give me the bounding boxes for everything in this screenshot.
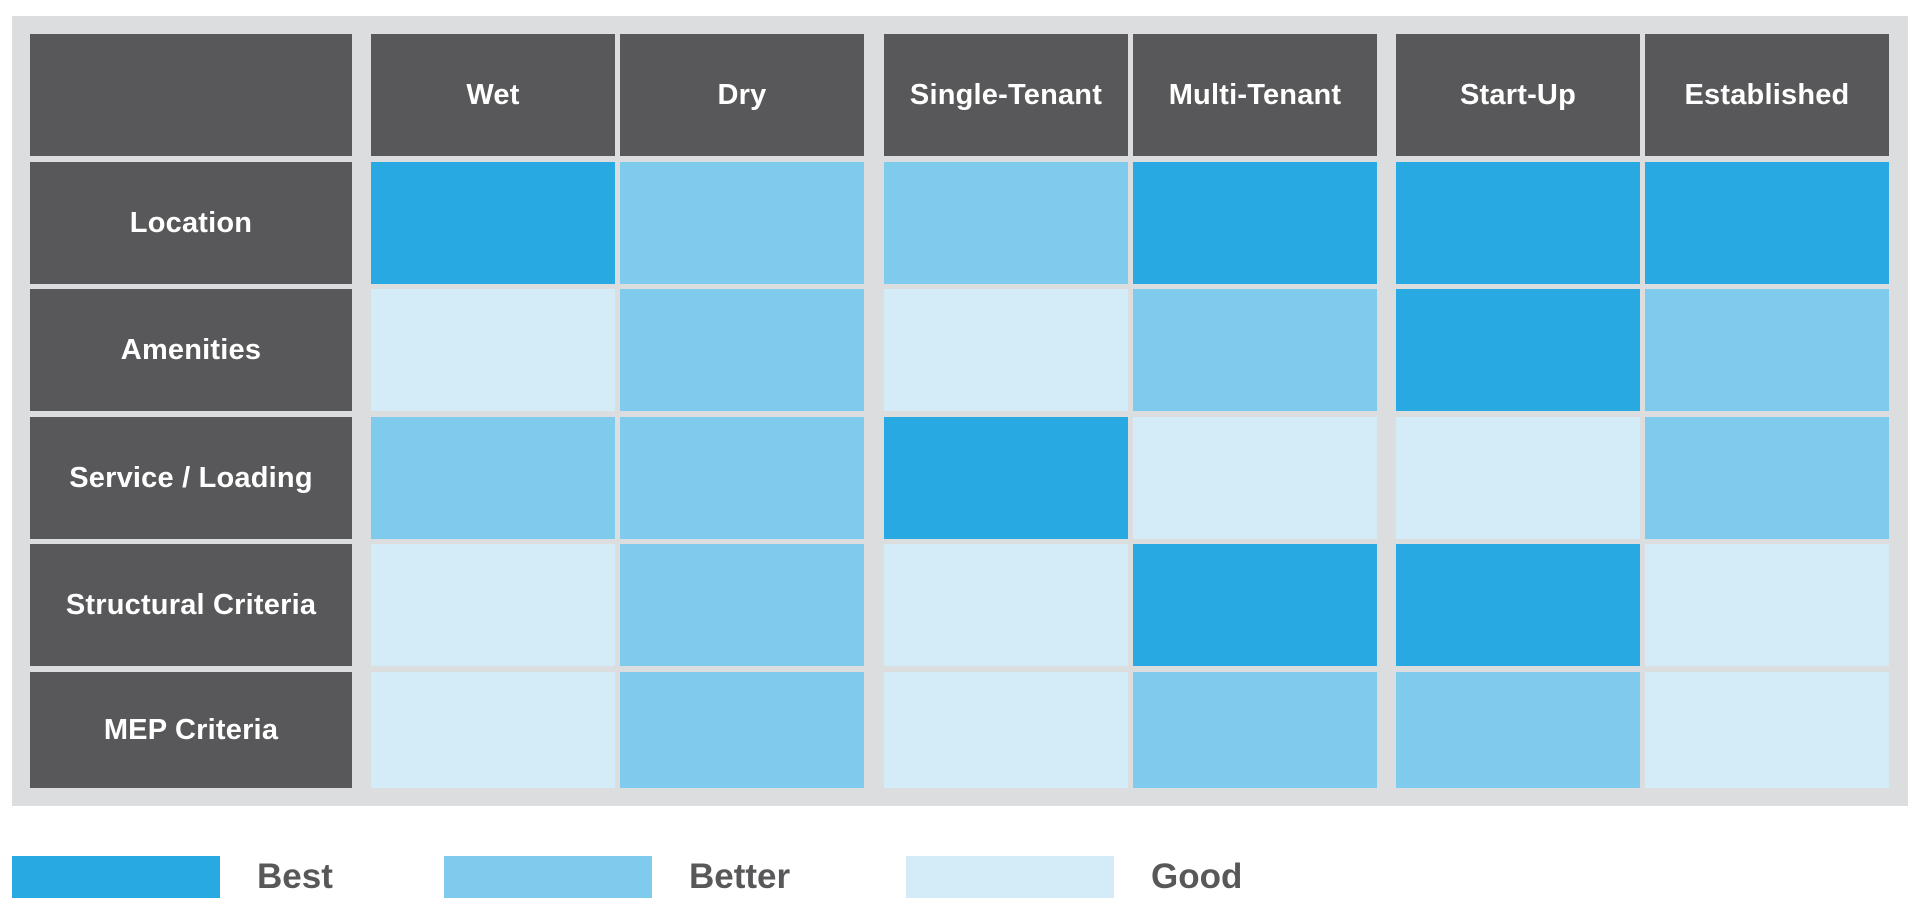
row-header-mep-criteria: MEP Criteria	[30, 672, 352, 788]
rating-cell-service-loading-established	[1645, 417, 1889, 539]
rating-cell-mep-criteria-multi-tenant	[1133, 672, 1377, 788]
rating-cell-structural-criteria-single-tenant	[884, 544, 1128, 666]
column-header-multi-tenant: Multi-Tenant	[1133, 34, 1377, 156]
comparison-matrix: Wet Dry Single-Tenant Multi-Tenant Start-Up E…	[12, 16, 1908, 806]
rating-cell-service-loading-wet	[371, 417, 615, 539]
legend-swatch-better	[444, 856, 652, 898]
rating-cell-amenities-multi-tenant	[1133, 289, 1377, 411]
column-header-established: Established	[1645, 34, 1889, 156]
rating-cell-structural-criteria-start-up	[1396, 544, 1640, 666]
legend-swatch-good	[906, 856, 1114, 898]
rating-cell-structural-criteria-wet	[371, 544, 615, 666]
row-header-service-loading: Service / Loading	[30, 417, 352, 539]
rating-cell-location-wet	[371, 162, 615, 284]
legend: Best Better Good	[0, 850, 1920, 910]
rating-cell-location-established	[1645, 162, 1889, 284]
corner-cell	[30, 34, 352, 156]
rating-cell-structural-criteria-established	[1645, 544, 1889, 666]
legend-label-good: Good	[1151, 857, 1243, 896]
rating-cell-amenities-established	[1645, 289, 1889, 411]
rating-cell-location-single-tenant	[884, 162, 1128, 284]
rating-cell-structural-criteria-multi-tenant	[1133, 544, 1377, 666]
rating-cell-mep-criteria-start-up	[1396, 672, 1640, 788]
rating-cell-mep-criteria-established	[1645, 672, 1889, 788]
rating-cell-service-loading-single-tenant	[884, 417, 1128, 539]
rating-cell-amenities-wet	[371, 289, 615, 411]
row-header-structural-criteria: Structural Criteria	[30, 544, 352, 666]
rating-cell-structural-criteria-dry	[620, 544, 864, 666]
legend-label-best: Best	[257, 857, 333, 896]
column-header-single-tenant: Single-Tenant	[884, 34, 1128, 156]
column-header-wet: Wet	[371, 34, 615, 156]
rating-cell-amenities-single-tenant	[884, 289, 1128, 411]
row-header-location: Location	[30, 162, 352, 284]
row-header-amenities: Amenities	[30, 289, 352, 411]
rating-cell-mep-criteria-single-tenant	[884, 672, 1128, 788]
rating-cell-location-dry	[620, 162, 864, 284]
rating-cell-amenities-dry	[620, 289, 864, 411]
legend-swatch-best	[12, 856, 220, 898]
rating-cell-service-loading-dry	[620, 417, 864, 539]
rating-cell-amenities-start-up	[1396, 289, 1640, 411]
rating-cell-location-multi-tenant	[1133, 162, 1377, 284]
column-header-start-up: Start-Up	[1396, 34, 1640, 156]
rating-cell-service-loading-multi-tenant	[1133, 417, 1377, 539]
rating-cell-location-start-up	[1396, 162, 1640, 284]
rating-cell-service-loading-start-up	[1396, 417, 1640, 539]
legend-label-better: Better	[689, 857, 791, 896]
column-header-dry: Dry	[620, 34, 864, 156]
rating-cell-mep-criteria-dry	[620, 672, 864, 788]
rating-cell-mep-criteria-wet	[371, 672, 615, 788]
